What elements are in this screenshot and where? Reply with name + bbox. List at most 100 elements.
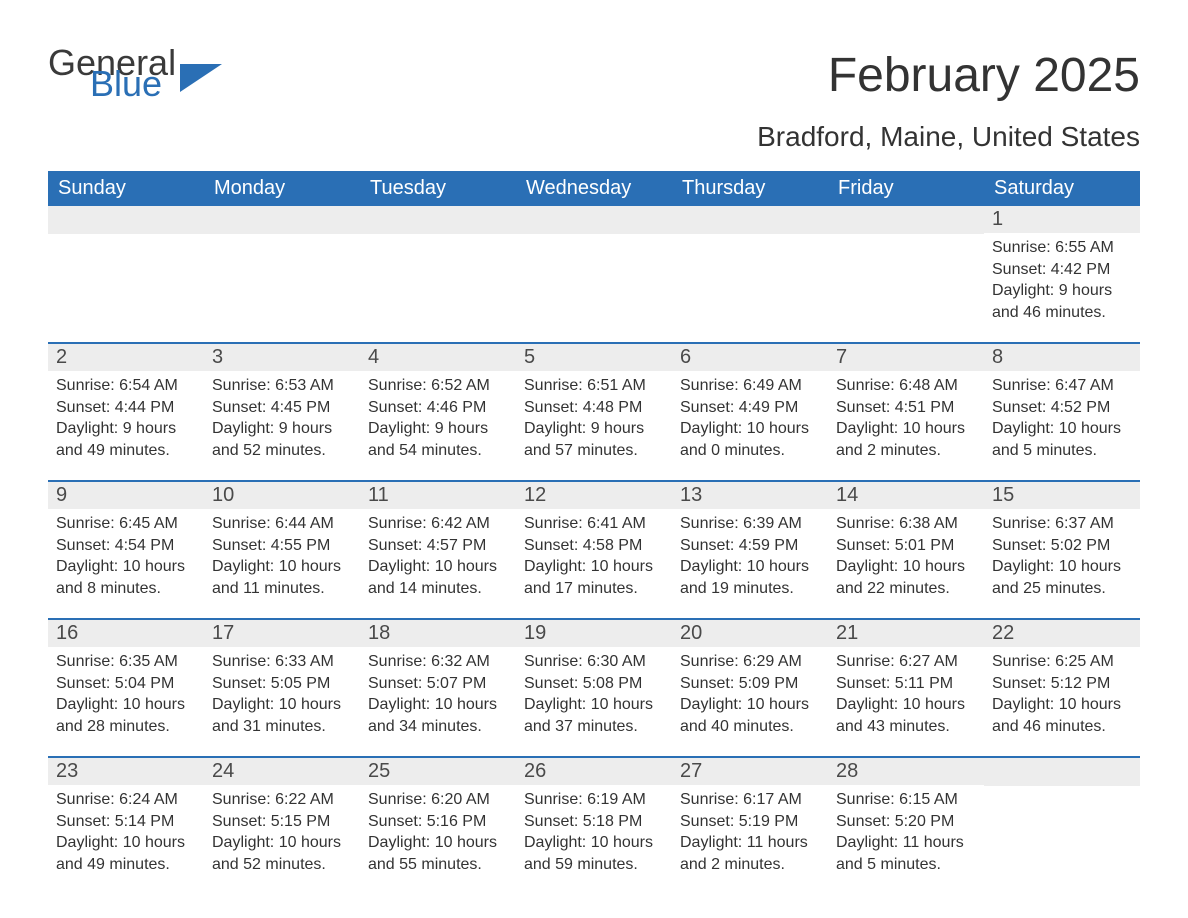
weekday-wednesday: Wednesday bbox=[516, 171, 672, 206]
weekday-thursday: Thursday bbox=[672, 171, 828, 206]
calendar-cell: 11Sunrise: 6:42 AMSunset: 4:57 PMDayligh… bbox=[360, 482, 516, 618]
day-info: Sunrise: 6:19 AMSunset: 5:18 PMDaylight:… bbox=[516, 785, 672, 883]
sunrise: Sunrise: 6:37 AM bbox=[992, 513, 1132, 535]
sunrise: Sunrise: 6:54 AM bbox=[56, 375, 196, 397]
day-number bbox=[360, 206, 516, 234]
weekday-friday: Friday bbox=[828, 171, 984, 206]
calendar-cell: 9Sunrise: 6:45 AMSunset: 4:54 PMDaylight… bbox=[48, 482, 204, 618]
daylight: Daylight: 10 hours and 43 minutes. bbox=[836, 694, 976, 737]
daylight: Daylight: 9 hours and 52 minutes. bbox=[212, 418, 352, 461]
calendar-cell bbox=[672, 206, 828, 342]
calendar-cell: 14Sunrise: 6:38 AMSunset: 5:01 PMDayligh… bbox=[828, 482, 984, 618]
daylight: Daylight: 10 hours and 19 minutes. bbox=[680, 556, 820, 599]
calendar-cell bbox=[48, 206, 204, 342]
day-info: Sunrise: 6:44 AMSunset: 4:55 PMDaylight:… bbox=[204, 509, 360, 607]
day-number: 13 bbox=[672, 482, 828, 509]
day-number: 7 bbox=[828, 344, 984, 371]
sunset: Sunset: 5:16 PM bbox=[368, 811, 508, 833]
daylight: Daylight: 11 hours and 5 minutes. bbox=[836, 832, 976, 875]
day-info: Sunrise: 6:37 AMSunset: 5:02 PMDaylight:… bbox=[984, 509, 1140, 607]
day-info: Sunrise: 6:15 AMSunset: 5:20 PMDaylight:… bbox=[828, 785, 984, 883]
day-info: Sunrise: 6:38 AMSunset: 5:01 PMDaylight:… bbox=[828, 509, 984, 607]
sunrise: Sunrise: 6:48 AM bbox=[836, 375, 976, 397]
sunset: Sunset: 5:20 PM bbox=[836, 811, 976, 833]
sunrise: Sunrise: 6:49 AM bbox=[680, 375, 820, 397]
daylight: Daylight: 10 hours and 40 minutes. bbox=[680, 694, 820, 737]
sunset: Sunset: 4:42 PM bbox=[992, 259, 1132, 281]
weekday-monday: Monday bbox=[204, 171, 360, 206]
sunset: Sunset: 4:44 PM bbox=[56, 397, 196, 419]
sunrise: Sunrise: 6:38 AM bbox=[836, 513, 976, 535]
calendar-cell: 13Sunrise: 6:39 AMSunset: 4:59 PMDayligh… bbox=[672, 482, 828, 618]
calendar-cell: 21Sunrise: 6:27 AMSunset: 5:11 PMDayligh… bbox=[828, 620, 984, 756]
logo-text: General Blue bbox=[48, 48, 176, 99]
day-number: 8 bbox=[984, 344, 1140, 371]
sunrise: Sunrise: 6:39 AM bbox=[680, 513, 820, 535]
sunset: Sunset: 4:57 PM bbox=[368, 535, 508, 557]
calendar-cell: 4Sunrise: 6:52 AMSunset: 4:46 PMDaylight… bbox=[360, 344, 516, 480]
calendar-cell: 20Sunrise: 6:29 AMSunset: 5:09 PMDayligh… bbox=[672, 620, 828, 756]
daylight: Daylight: 10 hours and 0 minutes. bbox=[680, 418, 820, 461]
daylight: Daylight: 9 hours and 49 minutes. bbox=[56, 418, 196, 461]
logo: General Blue bbox=[48, 48, 222, 99]
day-info: Sunrise: 6:41 AMSunset: 4:58 PMDaylight:… bbox=[516, 509, 672, 607]
day-info: Sunrise: 6:25 AMSunset: 5:12 PMDaylight:… bbox=[984, 647, 1140, 745]
day-info: Sunrise: 6:54 AMSunset: 4:44 PMDaylight:… bbox=[48, 371, 204, 469]
day-number: 12 bbox=[516, 482, 672, 509]
sunrise: Sunrise: 6:30 AM bbox=[524, 651, 664, 673]
sunrise: Sunrise: 6:19 AM bbox=[524, 789, 664, 811]
calendar-cell: 1Sunrise: 6:55 AMSunset: 4:42 PMDaylight… bbox=[984, 206, 1140, 342]
daylight: Daylight: 11 hours and 2 minutes. bbox=[680, 832, 820, 875]
calendar-cell: 12Sunrise: 6:41 AMSunset: 4:58 PMDayligh… bbox=[516, 482, 672, 618]
day-number: 26 bbox=[516, 758, 672, 785]
sunrise: Sunrise: 6:24 AM bbox=[56, 789, 196, 811]
day-info: Sunrise: 6:49 AMSunset: 4:49 PMDaylight:… bbox=[672, 371, 828, 469]
daylight: Daylight: 9 hours and 57 minutes. bbox=[524, 418, 664, 461]
sunset: Sunset: 4:51 PM bbox=[836, 397, 976, 419]
day-info: Sunrise: 6:45 AMSunset: 4:54 PMDaylight:… bbox=[48, 509, 204, 607]
day-number: 27 bbox=[672, 758, 828, 785]
weeks-container: 1Sunrise: 6:55 AMSunset: 4:42 PMDaylight… bbox=[48, 206, 1140, 894]
daylight: Daylight: 10 hours and 31 minutes. bbox=[212, 694, 352, 737]
day-info: Sunrise: 6:35 AMSunset: 5:04 PMDaylight:… bbox=[48, 647, 204, 745]
day-number bbox=[672, 206, 828, 234]
page-header: General Blue February 2025 Bradford, Mai… bbox=[48, 48, 1140, 153]
day-info: Sunrise: 6:52 AMSunset: 4:46 PMDaylight:… bbox=[360, 371, 516, 469]
sunset: Sunset: 5:07 PM bbox=[368, 673, 508, 695]
sunset: Sunset: 4:55 PM bbox=[212, 535, 352, 557]
logo-part2: Blue bbox=[90, 69, 176, 100]
day-number: 9 bbox=[48, 482, 204, 509]
sunset: Sunset: 5:02 PM bbox=[992, 535, 1132, 557]
daylight: Daylight: 10 hours and 25 minutes. bbox=[992, 556, 1132, 599]
sunrise: Sunrise: 6:44 AM bbox=[212, 513, 352, 535]
calendar-cell: 16Sunrise: 6:35 AMSunset: 5:04 PMDayligh… bbox=[48, 620, 204, 756]
day-number: 28 bbox=[828, 758, 984, 785]
weekday-header: Sunday Monday Tuesday Wednesday Thursday… bbox=[48, 171, 1140, 206]
day-number bbox=[48, 206, 204, 234]
calendar-cell: 22Sunrise: 6:25 AMSunset: 5:12 PMDayligh… bbox=[984, 620, 1140, 756]
sunset: Sunset: 5:15 PM bbox=[212, 811, 352, 833]
daylight: Daylight: 10 hours and 55 minutes. bbox=[368, 832, 508, 875]
day-number: 23 bbox=[48, 758, 204, 785]
sunrise: Sunrise: 6:52 AM bbox=[368, 375, 508, 397]
sunset: Sunset: 5:19 PM bbox=[680, 811, 820, 833]
sunset: Sunset: 5:14 PM bbox=[56, 811, 196, 833]
sunrise: Sunrise: 6:53 AM bbox=[212, 375, 352, 397]
day-number: 20 bbox=[672, 620, 828, 647]
calendar-week: 1Sunrise: 6:55 AMSunset: 4:42 PMDaylight… bbox=[48, 206, 1140, 342]
sunrise: Sunrise: 6:33 AM bbox=[212, 651, 352, 673]
sunset: Sunset: 4:46 PM bbox=[368, 397, 508, 419]
day-info: Sunrise: 6:47 AMSunset: 4:52 PMDaylight:… bbox=[984, 371, 1140, 469]
sunrise: Sunrise: 6:35 AM bbox=[56, 651, 196, 673]
sunset: Sunset: 4:58 PM bbox=[524, 535, 664, 557]
calendar-cell: 17Sunrise: 6:33 AMSunset: 5:05 PMDayligh… bbox=[204, 620, 360, 756]
daylight: Daylight: 10 hours and 52 minutes. bbox=[212, 832, 352, 875]
sunrise: Sunrise: 6:25 AM bbox=[992, 651, 1132, 673]
sunrise: Sunrise: 6:41 AM bbox=[524, 513, 664, 535]
sunrise: Sunrise: 6:45 AM bbox=[56, 513, 196, 535]
sunset: Sunset: 5:05 PM bbox=[212, 673, 352, 695]
calendar-cell: 19Sunrise: 6:30 AMSunset: 5:08 PMDayligh… bbox=[516, 620, 672, 756]
calendar-cell: 8Sunrise: 6:47 AMSunset: 4:52 PMDaylight… bbox=[984, 344, 1140, 480]
calendar-week: 16Sunrise: 6:35 AMSunset: 5:04 PMDayligh… bbox=[48, 618, 1140, 756]
calendar-cell: 6Sunrise: 6:49 AMSunset: 4:49 PMDaylight… bbox=[672, 344, 828, 480]
